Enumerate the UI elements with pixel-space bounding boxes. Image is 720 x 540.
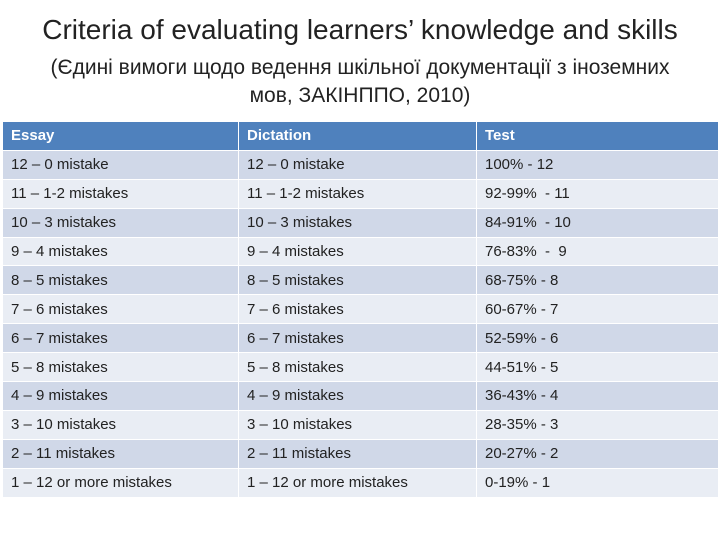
table-cell: 4 – 9 mistakes [2, 381, 239, 411]
table-row: 6 – 7 mistakes 6 – 7 mistakes 52-59% - 6 [2, 323, 719, 354]
header-row: Essay Dictation Test [2, 121, 719, 151]
table-cell: 12 – 0 mistake [2, 149, 239, 180]
column-header: Test [476, 121, 719, 151]
subtitle: (Єдині вимоги щодо ведення шкільної доку… [50, 56, 670, 107]
table-cell: 3 – 10 mistakes [2, 409, 239, 440]
table-row: 10 – 3 mistakes 10 – 3 mistakes 84-91% - 1… [2, 207, 719, 238]
table-cell: 5 – 8 mistakes [238, 352, 477, 383]
table-cell: 60-67% - 7 [476, 294, 719, 325]
table-cell: 1 – 12 or more mistakes [238, 467, 477, 498]
table-cell: 2 – 11 mistakes [2, 438, 239, 469]
table-cell: 11 – 1-2 mistakes [2, 178, 239, 209]
table-cell: 8 – 5 mistakes [2, 265, 239, 296]
table-row: 8 – 5 mistakes 8 – 5 mistakes 68-75% - 8 [2, 265, 719, 296]
table-row: 5 – 8 mistakes 5 – 8 mistakes 44-51% - 5 [2, 352, 719, 383]
table-cell: 7 – 6 mistakes [238, 294, 477, 325]
table-row: 9 – 4 mistakes 9 – 4 mistakes 76-83% - 9 [2, 236, 719, 267]
table-cell: 10 – 3 mistakes [2, 207, 239, 238]
table-cell: 20-27% - 2 [476, 438, 719, 469]
table-cell: 12 – 0 mistake [238, 149, 477, 180]
table-cell: 11 – 1-2 mistakes [238, 178, 477, 209]
table-cell: 1 – 12 or more mistakes [2, 467, 239, 498]
column-header: Dictation [238, 121, 477, 151]
table-cell: 4 – 9 mistakes [238, 381, 477, 411]
table-cell: 7 – 6 mistakes [2, 294, 239, 325]
table-cell: 100% - 12 [476, 149, 719, 180]
table-cell: 10 – 3 mistakes [238, 207, 477, 238]
table-body: 12 – 0 mistake 12 – 0 mistake 100% - 12 11 … [2, 149, 719, 498]
table-cell: 92-99% - 11 [476, 178, 719, 209]
title: Criteria of evaluating learners’ knowled… [42, 14, 678, 45]
table-cell: 5 – 8 mistakes [2, 352, 239, 383]
table-cell: 76-83% - 9 [476, 236, 719, 267]
table-row: 11 – 1-2 mistakes 11 – 1-2 mistakes 92-99%… [2, 178, 719, 209]
table-cell: 8 – 5 mistakes [238, 265, 477, 296]
table-cell: 6 – 7 mistakes [2, 323, 239, 354]
criteria-table: Essay Dictation Test 12 – 0 mistake 12 – 0 … [2, 121, 719, 498]
column-header: Essay [2, 121, 239, 151]
table-cell: 36-43% - 4 [476, 381, 719, 411]
table-cell: 84-91% - 10 [476, 207, 719, 238]
table-row: 4 – 9 mistakes 4 – 9 mistakes 36-43% - 4 [2, 381, 719, 411]
table-cell: 9 – 4 mistakes [2, 236, 239, 267]
table-cell: 44-51% - 5 [476, 352, 719, 383]
table-row: 7 – 6 mistakes 7 – 6 mistakes 60-67% - 7 [2, 294, 719, 325]
table-row: 3 – 10 mistakes 3 – 10 mistakes 28-35% - 3 [2, 409, 719, 440]
table-cell: 28-35% - 3 [476, 409, 719, 440]
table-cell: 52-59% - 6 [476, 323, 719, 354]
table-cell: 68-75% - 8 [476, 265, 719, 296]
table-row: 1 – 12 or more mistakes 1 – 12 or more mi… [2, 467, 719, 498]
table-row: 2 – 11 mistakes 2 – 11 mistakes 20-27% - 2 [2, 438, 719, 469]
table-cell: 0-19% - 1 [476, 467, 719, 498]
table-cell: 6 – 7 mistakes [238, 323, 477, 354]
table-row: 12 – 0 mistake 12 – 0 mistake 100% - 12 [2, 149, 719, 180]
table-cell: 2 – 11 mistakes [238, 438, 477, 469]
table-cell: 9 – 4 mistakes [238, 236, 477, 267]
table-cell: 3 – 10 mistakes [238, 409, 477, 440]
